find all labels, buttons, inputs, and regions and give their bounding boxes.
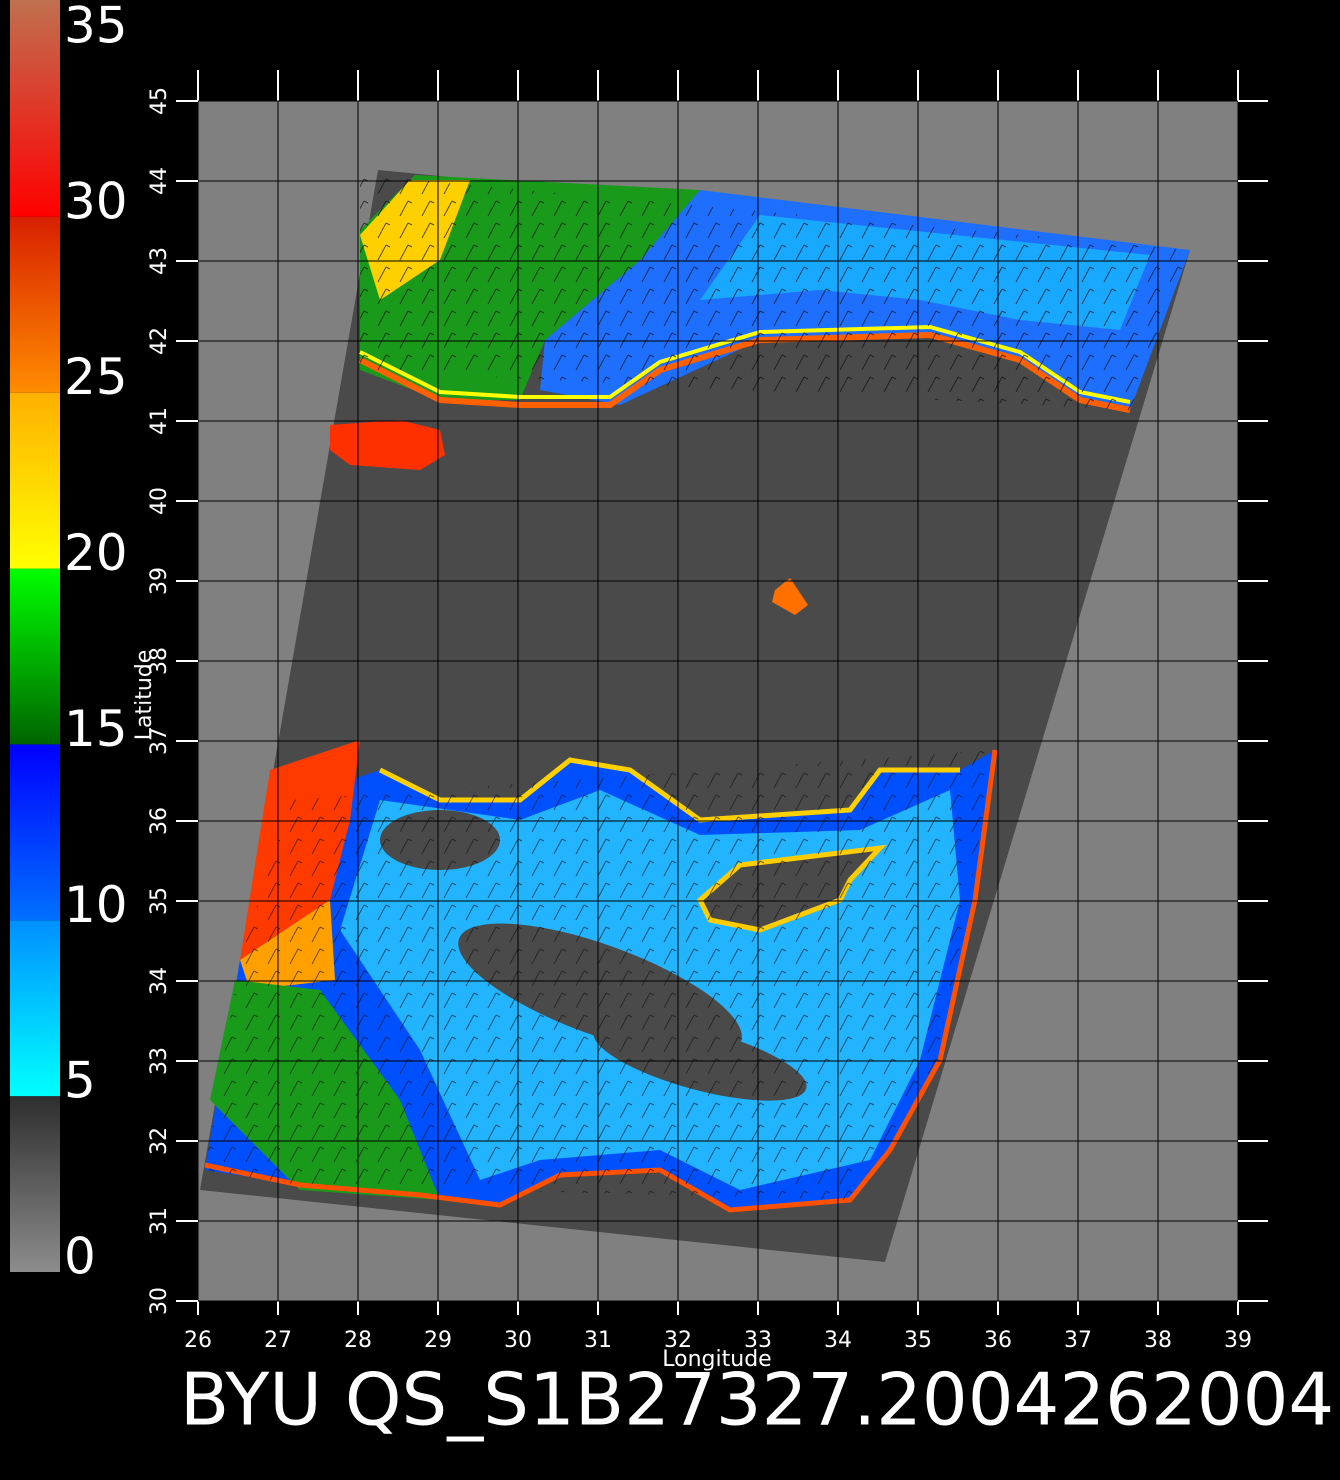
y-tick-label: 36 xyxy=(147,807,172,835)
y-tick-label: 42 xyxy=(147,327,172,355)
colorbar-band xyxy=(10,216,60,393)
x-tick-label: 27 xyxy=(264,1328,292,1353)
y-tick-label: 38 xyxy=(147,647,172,675)
y-tick-label: 35 xyxy=(147,887,172,915)
colorbar-label: 5 xyxy=(64,1052,96,1110)
y-tick-label: 34 xyxy=(147,967,172,995)
x-tick-label: 30 xyxy=(504,1328,532,1353)
colorbar-label: 30 xyxy=(64,172,128,230)
colorbar-band xyxy=(10,1096,60,1272)
marmara xyxy=(330,420,445,470)
wind-barbs xyxy=(360,175,1190,410)
y-tick-label: 30 xyxy=(147,1287,172,1315)
title: BYU QS_S1B27327.20042620041 xyxy=(180,1358,1340,1442)
map xyxy=(198,101,1238,1301)
colorbar-band xyxy=(10,568,60,745)
x-tick-label: 39 xyxy=(1224,1328,1252,1353)
x-tick-label: 32 xyxy=(664,1328,692,1353)
x-tick-label: 34 xyxy=(824,1328,852,1353)
y-tick-label: 37 xyxy=(147,727,172,755)
y-tick-label: 44 xyxy=(147,167,172,195)
colorbar-label: 10 xyxy=(64,876,128,934)
wind-barbs xyxy=(205,750,995,1200)
x-tick-label: 31 xyxy=(584,1328,612,1353)
colorbar-label: 0 xyxy=(64,1228,96,1286)
y-tick-label: 39 xyxy=(147,567,172,595)
colorbar-band xyxy=(10,0,60,217)
x-axis-label: Longitude xyxy=(662,1347,771,1372)
y-tick-label: 43 xyxy=(147,247,172,275)
x-tick-label: 28 xyxy=(344,1328,372,1353)
colorbar-label: 20 xyxy=(64,524,128,582)
colorbar-band xyxy=(10,744,60,921)
colorbar-band xyxy=(10,920,60,1097)
x-tick-label: 29 xyxy=(424,1328,452,1353)
y-tick-label: 33 xyxy=(147,1047,172,1075)
y-tick-label: 45 xyxy=(147,87,172,115)
x-tick-label: 36 xyxy=(984,1328,1012,1353)
y-tick-label: 41 xyxy=(147,407,172,435)
y-axis-label: Latitude xyxy=(132,650,157,741)
x-tick-label: 38 xyxy=(1144,1328,1172,1353)
colorbar-label: 25 xyxy=(64,348,128,406)
y-tick-label: 40 xyxy=(147,487,172,515)
y-tick-label: 32 xyxy=(147,1127,172,1155)
x-tick-label: 35 xyxy=(904,1328,932,1353)
x-tick-label: 33 xyxy=(744,1328,772,1353)
y-tick-label: 31 xyxy=(147,1207,172,1235)
colorbar-label: 15 xyxy=(64,700,128,758)
colorbar-label: 35 xyxy=(64,0,128,55)
colorbar-band xyxy=(10,392,60,569)
x-tick-label: 37 xyxy=(1064,1328,1092,1353)
x-tick-label: 26 xyxy=(184,1328,212,1353)
island xyxy=(772,578,808,615)
